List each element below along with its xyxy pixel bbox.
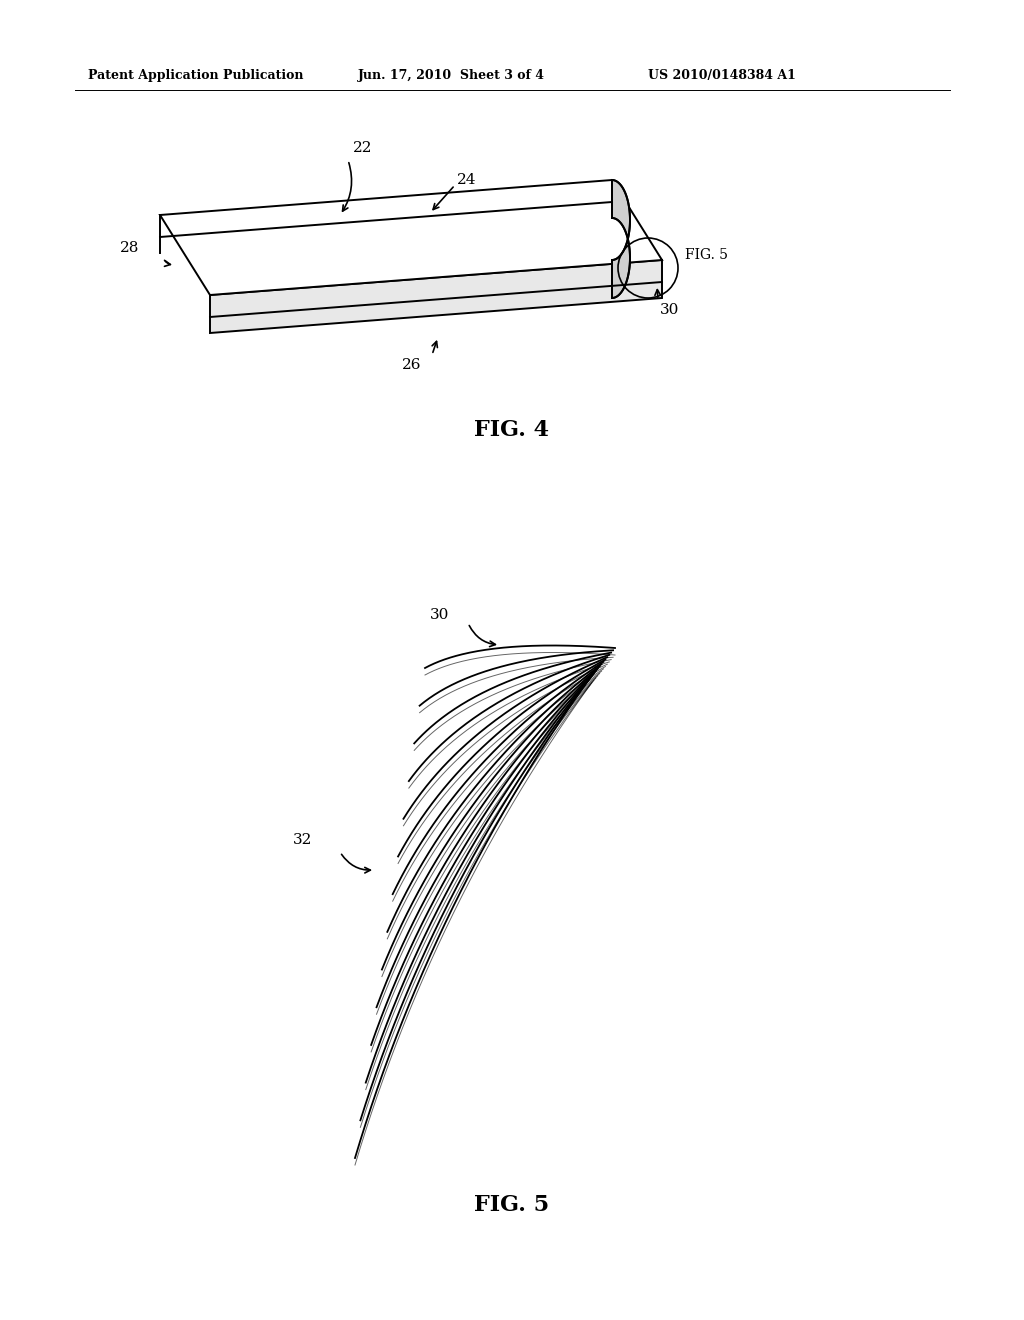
Text: 26: 26 (402, 358, 422, 372)
Text: Patent Application Publication: Patent Application Publication (88, 69, 303, 82)
Polygon shape (377, 667, 600, 1007)
Text: 32: 32 (293, 833, 312, 847)
Text: 24: 24 (457, 173, 476, 187)
Text: 22: 22 (353, 141, 373, 154)
Text: 30: 30 (660, 304, 679, 317)
Polygon shape (360, 673, 594, 1121)
Polygon shape (403, 655, 609, 818)
Polygon shape (409, 652, 611, 781)
Polygon shape (371, 669, 598, 1045)
Text: FIG. 5: FIG. 5 (685, 248, 728, 261)
Polygon shape (160, 180, 662, 294)
Polygon shape (382, 664, 601, 969)
Text: FIG. 5: FIG. 5 (474, 1195, 550, 1216)
Polygon shape (612, 180, 630, 298)
Polygon shape (366, 671, 596, 1082)
Polygon shape (387, 661, 603, 932)
Text: Jun. 17, 2010  Sheet 3 of 4: Jun. 17, 2010 Sheet 3 of 4 (358, 69, 545, 82)
Text: 28: 28 (120, 242, 139, 255)
Polygon shape (355, 676, 592, 1158)
Text: US 2010/0148384 A1: US 2010/0148384 A1 (648, 69, 796, 82)
Polygon shape (415, 651, 613, 743)
Polygon shape (392, 660, 605, 894)
Text: 30: 30 (430, 609, 450, 622)
Polygon shape (398, 657, 607, 857)
Polygon shape (420, 645, 615, 706)
Polygon shape (210, 260, 662, 333)
Text: FIG. 4: FIG. 4 (474, 418, 550, 441)
